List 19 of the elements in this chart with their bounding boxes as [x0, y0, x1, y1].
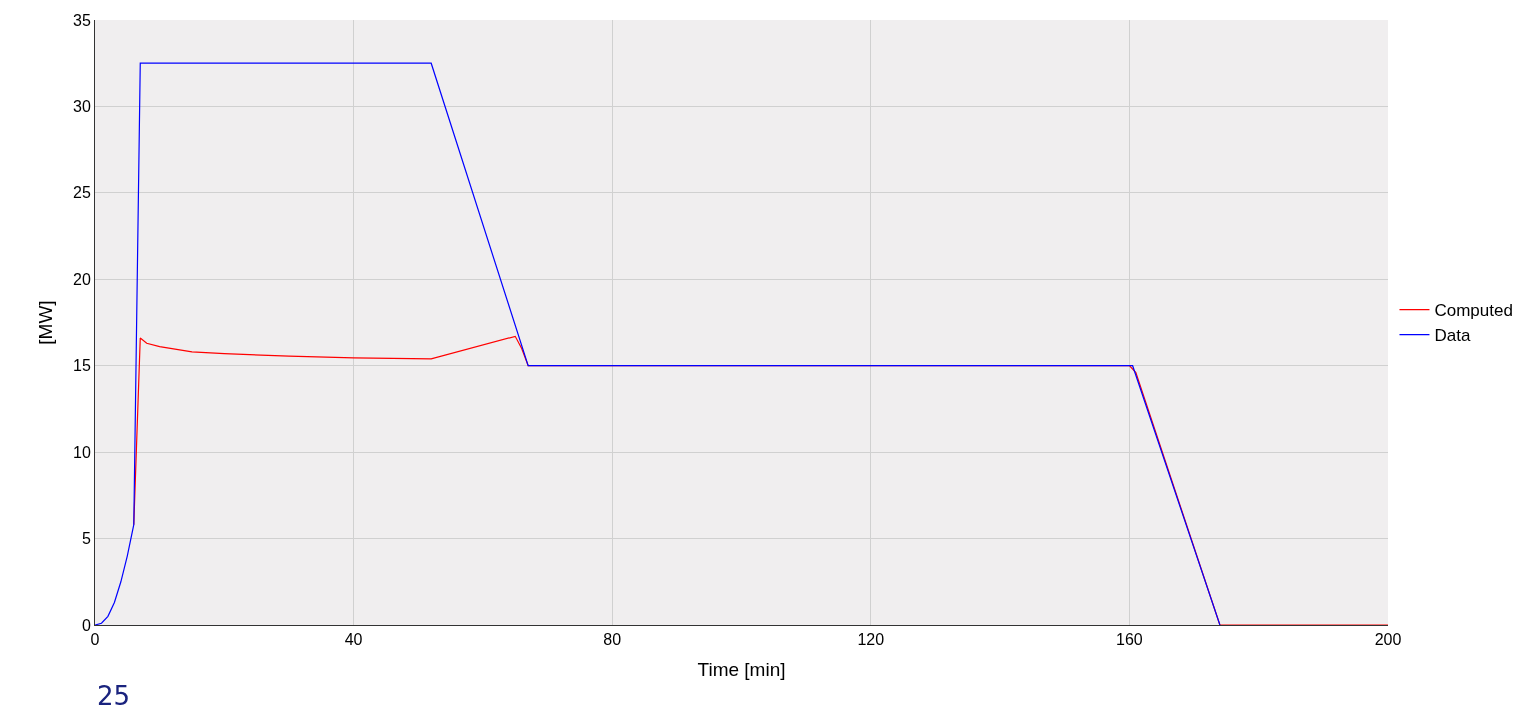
text: 25 — [97, 681, 131, 705]
x-tick-label: 40 — [344, 631, 363, 649]
y-tick-label: 10 — [73, 443, 91, 461]
y-tick-label: 0 — [81, 616, 91, 634]
x-axis-title: Time [min] — [697, 659, 786, 680]
x-tick-label: 200 — [1374, 631, 1402, 649]
x-tick-label: 160 — [1116, 631, 1143, 649]
line-series — [95, 62, 1221, 625]
y-tick-label: 15 — [73, 357, 91, 375]
y-tick-label: 5 — [81, 530, 91, 548]
x-tick-label: 80 — [603, 631, 622, 649]
y-tick-label: 35 — [73, 11, 91, 29]
y-tick-label: 20 — [73, 270, 91, 288]
y-axis-title: [MW] — [34, 300, 56, 345]
x-tick-label: 120 — [857, 631, 885, 649]
legend-label: Computed — [1434, 301, 1513, 321]
legend-label: Data — [1434, 326, 1471, 346]
y-tick-label: 30 — [73, 98, 91, 116]
y-tick-label: 25 — [73, 184, 91, 202]
